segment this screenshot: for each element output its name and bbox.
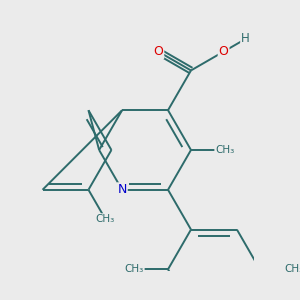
Text: CH₃: CH₃ xyxy=(96,214,115,224)
Text: H: H xyxy=(241,32,250,46)
Text: CH₃: CH₃ xyxy=(124,264,144,274)
Text: O: O xyxy=(219,45,229,58)
Text: N: N xyxy=(117,183,127,196)
Text: CH₃: CH₃ xyxy=(284,264,300,274)
Text: O: O xyxy=(153,45,163,58)
Text: CH₃: CH₃ xyxy=(215,145,235,155)
